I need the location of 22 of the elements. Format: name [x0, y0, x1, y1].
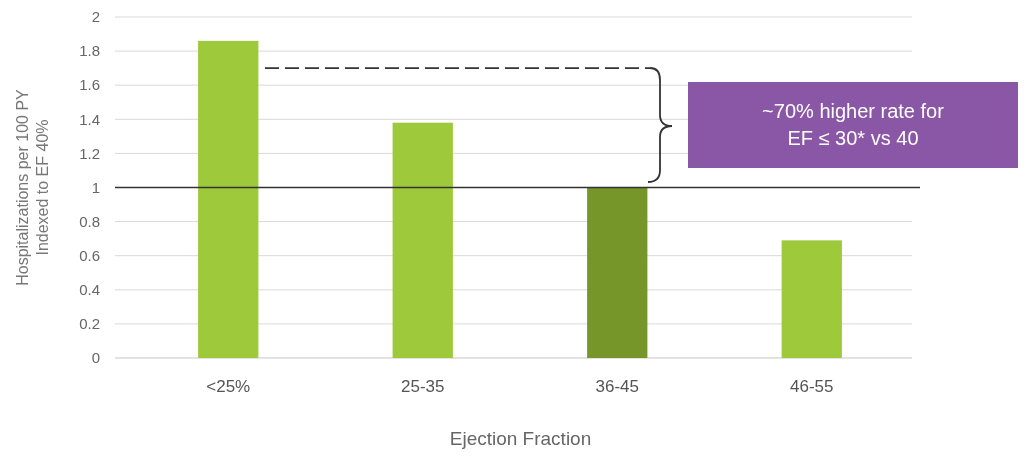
bar	[198, 40, 259, 358]
y-tick-label: 1.8	[79, 42, 100, 60]
y-tick-label: 0.2	[79, 315, 100, 333]
x-tick-label: 36-45	[595, 377, 639, 396]
y-tick-label: 1	[91, 178, 100, 196]
y-tick-label: 0.4	[79, 281, 100, 299]
bar	[392, 122, 453, 358]
y-tick-label: 1.6	[79, 76, 100, 94]
x-tick-label: 46-55	[790, 377, 834, 396]
y-tick-label: 0	[91, 349, 100, 367]
y-tick-label: 0.6	[79, 246, 100, 264]
y-tick-label: 0.8	[79, 212, 100, 230]
y-tick-label: 2	[91, 8, 100, 26]
x-tick-label: 25-35	[401, 377, 445, 396]
x-tick-label: <25%	[206, 377, 251, 396]
bar	[587, 187, 648, 358]
y-tick-label: 1.4	[79, 110, 100, 128]
bar	[781, 240, 842, 358]
annotation: ~70% higher rate for EF ≤ 30* vs 40	[762, 100, 945, 149]
y-tick-label: 1.2	[79, 144, 100, 162]
y-axis-title: Hospitalizations per 100 PY Indexed to EF 40%	[14, 88, 51, 286]
x-axis-title: Ejection Fraction	[449, 428, 592, 449]
